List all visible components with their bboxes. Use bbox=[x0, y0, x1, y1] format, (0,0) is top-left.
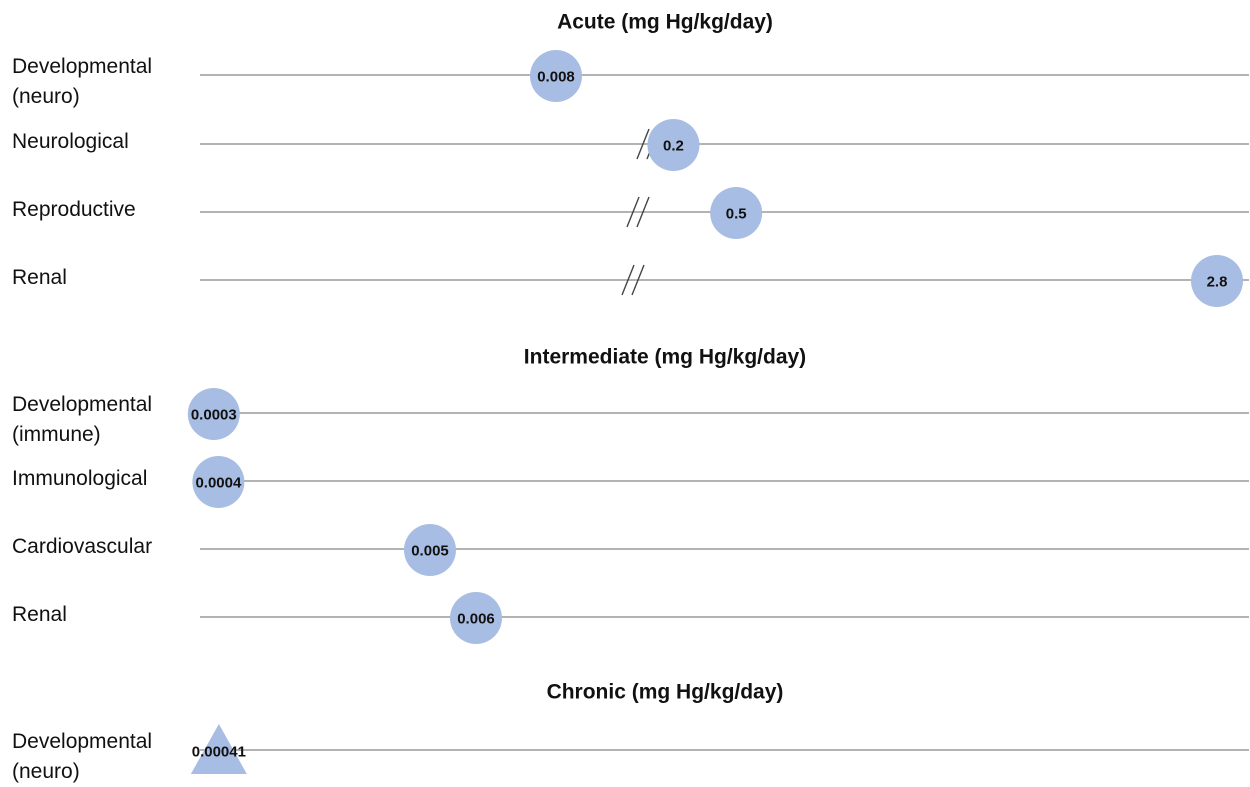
row-label-1-1: Immunological bbox=[12, 467, 147, 490]
row-label-0-0: Developmental (neuro) bbox=[12, 55, 152, 108]
axis-break-mark-0-2-1 bbox=[636, 196, 650, 228]
data-point-1-3 bbox=[450, 592, 502, 644]
section-title-1: Intermediate (mg Hg/kg/day) bbox=[524, 346, 806, 369]
row-label-0-2: Reproductive bbox=[12, 198, 136, 221]
value-label-0-3: 2.8 bbox=[1207, 274, 1228, 291]
value-label-0-0: 0.008 bbox=[537, 69, 575, 86]
data-point-1-1 bbox=[192, 456, 245, 508]
section-title-0: Acute (mg Hg/kg/day) bbox=[557, 11, 773, 34]
section-title-2: Chronic (mg Hg/kg/day) bbox=[547, 681, 784, 704]
axis-break-mark-0-3-0 bbox=[621, 264, 635, 296]
value-label-1-2: 0.005 bbox=[411, 543, 449, 560]
row-label-0-1: Neurological bbox=[12, 130, 129, 153]
data-point-2-0 bbox=[190, 724, 247, 774]
data-point-0-2 bbox=[710, 187, 763, 239]
axis-break-mark-0-1-0 bbox=[636, 128, 650, 160]
axis-break-mark-0-3-1 bbox=[631, 264, 645, 296]
data-point-0-1 bbox=[647, 119, 700, 171]
value-label-1-0: 0.0003 bbox=[191, 407, 237, 424]
data-point-0-0 bbox=[530, 50, 582, 102]
value-label-0-1: 0.2 bbox=[663, 138, 684, 155]
data-point-1-2 bbox=[404, 524, 456, 576]
row-label-1-3: Renal bbox=[12, 603, 67, 626]
data-point-1-0 bbox=[187, 388, 240, 440]
row-label-0-3: Renal bbox=[12, 266, 67, 289]
axis-break-mark-0-2-0 bbox=[626, 196, 640, 228]
value-label-1-3: 0.006 bbox=[457, 611, 495, 628]
row-label-2-0: Developmental (neuro) bbox=[12, 730, 152, 783]
data-point-0-3 bbox=[1191, 255, 1243, 307]
value-label-1-1: 0.0004 bbox=[195, 475, 242, 492]
value-label-0-2: 0.5 bbox=[726, 206, 747, 223]
row-label-1-2: Cardiovascular bbox=[12, 535, 152, 558]
row-label-1-0: Developmental (immune) bbox=[12, 393, 152, 446]
value-label-2-0: 0.00041 bbox=[192, 744, 246, 761]
